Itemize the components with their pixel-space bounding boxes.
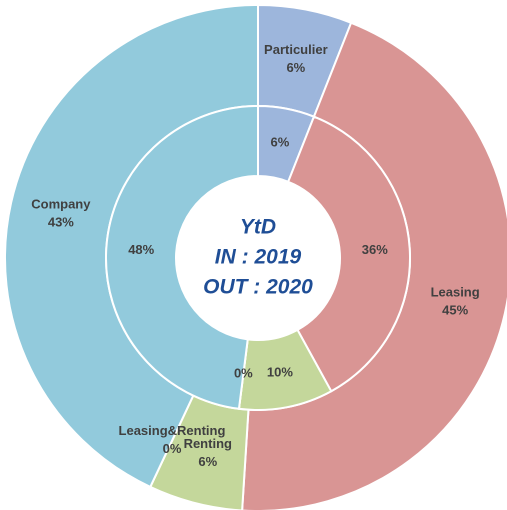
slice-name: Company [31, 196, 91, 211]
value-label: 36% [362, 242, 388, 257]
center-text: IN : 2019 [215, 246, 302, 269]
value-label: 6% [286, 60, 305, 75]
donut-hole [176, 176, 340, 340]
slice-name: Particulier [264, 42, 328, 57]
value-label: 43% [48, 214, 74, 229]
center-text: OUT : 2020 [203, 276, 313, 299]
slice-name: Leasing [431, 285, 480, 300]
value-label: 10% [267, 364, 293, 379]
value-label: 0% [163, 441, 182, 456]
value-label: 45% [442, 303, 468, 318]
value-label: 6% [198, 454, 217, 469]
value-label: 6% [271, 135, 290, 150]
slice-name: Renting [184, 436, 232, 451]
value-label: 48% [128, 242, 154, 257]
slice-name: Leasing&Renting [119, 423, 226, 438]
center-text: YtD [240, 216, 276, 239]
value-label: 0% [234, 366, 253, 381]
slices [4, 3, 507, 510]
